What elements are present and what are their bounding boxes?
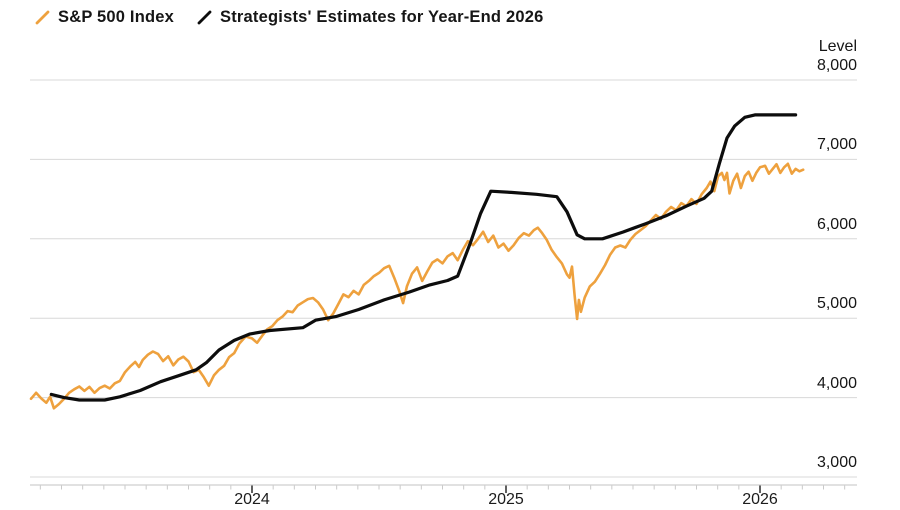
x-axis-label-2025: 2025 <box>488 491 524 508</box>
legend-item-sp500: S&P 500 Index <box>34 8 174 27</box>
y-axis-label-6000: 6,000 <box>816 215 857 233</box>
y-axis-label-5000: 5,000 <box>816 295 857 313</box>
sp500-line-swatch-icon <box>35 10 50 25</box>
legend-label-sp500: S&P 500 Index <box>58 8 175 26</box>
x-axis-label-2024: 2024 <box>234 491 270 508</box>
y-axis-label-3000: 3,000 <box>816 454 857 471</box>
y-axis-label-4000: 4,000 <box>816 374 857 392</box>
estimates-line-swatch-icon <box>197 10 212 25</box>
legend: S&P 500 Index Strategists' Estimates for… <box>34 8 543 27</box>
strategist-estimates-line <box>49 113 798 402</box>
y-axis-label-7000: 7,000 <box>816 136 857 154</box>
x-axis-label-2026: 2026 <box>742 491 778 508</box>
y-axis-title: Level <box>818 38 857 55</box>
legend-label-estimates: Strategists' Estimates for Year-End 2026 <box>220 8 544 26</box>
y-axis-label-8000: 8,000 <box>816 57 857 74</box>
sp500-index-line <box>29 162 805 410</box>
legend-item-estimates: Strategists' Estimates for Year-End 2026 <box>196 8 543 27</box>
